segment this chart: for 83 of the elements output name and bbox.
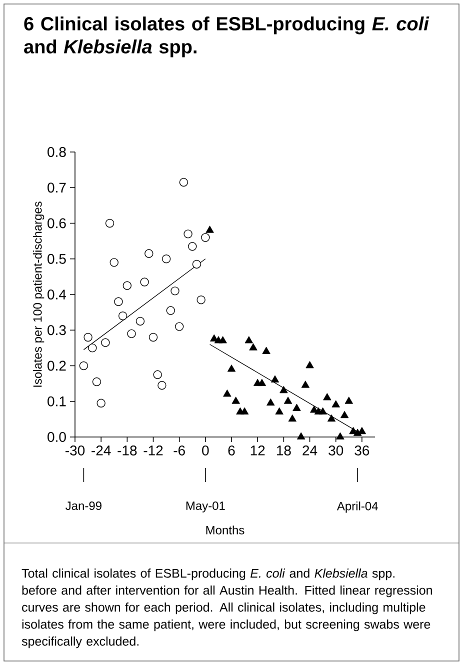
x-tick-label: 0: [202, 446, 209, 456]
point: [336, 432, 344, 440]
point: [244, 336, 253, 344]
point: [258, 378, 266, 386]
point: [84, 332, 92, 342]
x2-tick-label: April-04: [336, 502, 378, 513]
x2-tick-label: May-01: [186, 502, 225, 512]
x-tick-label: 30: [328, 446, 344, 456]
y-tick-label: 0.1: [48, 396, 66, 406]
point: [96, 398, 106, 408]
point: [144, 249, 154, 258]
y-tick-label: 0.0: [48, 432, 66, 442]
x-tick-label: -30: [66, 446, 85, 456]
point: [240, 407, 249, 415]
point: [122, 281, 132, 290]
point: [344, 396, 353, 404]
point: [118, 312, 128, 320]
y-tick-label: 0.2: [48, 360, 66, 371]
point: [323, 393, 332, 400]
point: [227, 364, 236, 372]
point: [206, 226, 214, 233]
point: [332, 400, 340, 408]
point: [105, 218, 114, 228]
x-tick-label: -24: [92, 446, 111, 456]
y-tick-label: 0.8: [48, 147, 66, 157]
point: [153, 370, 162, 380]
x-axis-title: Months: [206, 526, 244, 534]
x-tick-label: 6: [228, 446, 235, 456]
point: [101, 338, 110, 347]
x-tick-label: -6: [174, 446, 185, 456]
point: [327, 414, 336, 422]
point: [170, 286, 180, 296]
y-tick-label: 0.3: [48, 325, 66, 336]
point: [249, 343, 258, 350]
point: [188, 242, 197, 251]
point: [262, 346, 270, 354]
x-tick-label: 18: [276, 446, 291, 456]
x-tick-label: 24: [302, 446, 318, 456]
point: [196, 295, 206, 304]
point: [92, 377, 102, 386]
point: [88, 344, 97, 352]
x-tick-label: 36: [354, 446, 370, 456]
point: [192, 260, 202, 269]
y-tick-label: 0.6: [48, 218, 66, 228]
point: [232, 396, 240, 404]
x-tick-label: -18: [118, 446, 137, 456]
point: [114, 297, 123, 306]
point: [184, 230, 192, 238]
point: [306, 361, 314, 368]
point: [223, 390, 232, 397]
point: [340, 410, 349, 418]
x-tick-label: 12: [250, 446, 265, 456]
point: [136, 316, 145, 326]
point: [110, 258, 118, 267]
x2-tick-label: Jan-99: [66, 502, 102, 510]
point: [174, 322, 184, 331]
chart-title: 6 Clinical isolates of ESBL-producing E. coli and Klebsiella spp.: [24, 16, 430, 58]
point: [127, 329, 136, 338]
point: [148, 332, 158, 342]
x-tick-label: -12: [144, 446, 163, 456]
point: [166, 306, 175, 315]
text: Total clinical isolates of ESBL-producing E. coli and Klebsiella spp. before and after intervention for all Austin Health. Fitted linear regression curves are shown for each period. All clinical isolates, including multiple isolates from the same patient, were included, but screening swabs were specifically excluded.: [22, 568, 432, 648]
point: [288, 414, 296, 422]
point: [162, 254, 171, 264]
y-tick-label: 0.4: [48, 290, 66, 300]
point: [140, 278, 149, 286]
point: [79, 361, 88, 370]
point: [296, 432, 306, 440]
point: [270, 375, 280, 382]
point: [280, 386, 288, 394]
y-tick-label: 0.7: [48, 182, 66, 193]
y-tick-label: 0.5: [48, 254, 66, 264]
point: [201, 233, 210, 242]
point: [301, 380, 310, 388]
point: [179, 178, 188, 187]
point: [275, 407, 284, 415]
point: [292, 404, 301, 411]
point: [266, 398, 275, 406]
point: [284, 396, 292, 404]
point: [218, 336, 227, 344]
y-axis-title: Isolates per 100 patient-discharges: [32, 202, 44, 387]
point: [158, 380, 166, 390]
point: [318, 407, 327, 415]
